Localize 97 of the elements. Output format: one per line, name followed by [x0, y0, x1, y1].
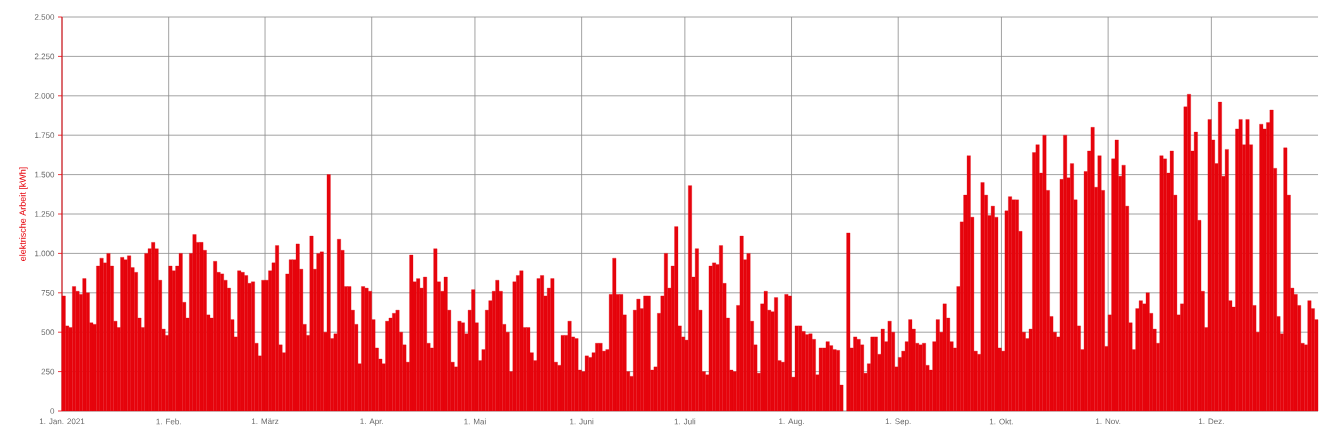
x-tick-label: 1. März — [251, 418, 279, 425]
bar — [526, 327, 531, 412]
bar — [612, 257, 617, 412]
bar — [688, 185, 692, 412]
bar — [584, 355, 589, 412]
bar — [388, 317, 393, 412]
bar — [192, 234, 197, 412]
bar — [519, 270, 524, 412]
bar — [1138, 300, 1143, 412]
bar — [808, 333, 813, 412]
bar — [309, 235, 314, 412]
bar — [443, 276, 448, 412]
bar — [695, 248, 699, 412]
bar — [1238, 119, 1243, 412]
x-tick-label: 1. Feb. — [156, 418, 181, 425]
bar — [423, 276, 427, 412]
bar — [106, 253, 111, 412]
x-tick-label: 1. Aug. — [779, 418, 804, 426]
bar — [1224, 149, 1229, 412]
x-tick-label: 1. Apr. — [360, 418, 383, 426]
bar — [433, 248, 438, 412]
bar — [178, 253, 183, 412]
bar — [1283, 147, 1288, 412]
bar — [560, 335, 565, 412]
bar — [746, 253, 751, 412]
bar — [598, 343, 603, 412]
bar — [880, 328, 885, 412]
bar — [1207, 119, 1212, 412]
bar — [1011, 199, 1016, 412]
y-tick-label: 2.500 — [34, 14, 55, 20]
bar — [966, 155, 971, 412]
bar — [1245, 119, 1250, 412]
y-tick-label: 2.000 — [34, 92, 55, 99]
bar — [887, 321, 892, 412]
y-tick-label: 1.750 — [35, 132, 55, 139]
bar — [942, 303, 947, 412]
y-tick-label: 500 — [41, 329, 55, 336]
bar — [1121, 164, 1126, 412]
bar — [550, 278, 555, 412]
bar — [935, 319, 940, 412]
x-tick-label: 1. Nov. — [1095, 418, 1121, 425]
bar — [1035, 144, 1040, 412]
bar — [763, 291, 768, 412]
x-tick-label: 1. Juni — [570, 418, 594, 425]
bar — [536, 278, 541, 412]
bar — [275, 245, 279, 412]
x-tick-label: 1. Dez. — [1198, 418, 1224, 425]
bar — [674, 226, 679, 412]
bar — [739, 235, 744, 412]
bar — [1090, 127, 1095, 412]
bar — [836, 350, 840, 412]
bar — [619, 294, 624, 412]
bar — [1159, 155, 1164, 412]
bar — [471, 289, 476, 412]
x-tick-label: 1. Okt. — [989, 418, 1013, 425]
y-tick-label: 2.250 — [34, 53, 55, 60]
bar — [1307, 300, 1312, 412]
bar — [295, 243, 300, 412]
bar — [1097, 155, 1102, 412]
y-tick-label: 1.500 — [35, 171, 55, 178]
bar — [708, 265, 713, 412]
bar — [794, 325, 799, 412]
bar — [395, 309, 400, 412]
bar — [918, 344, 923, 412]
bar — [364, 287, 369, 412]
bar — [825, 341, 830, 412]
bar — [1114, 139, 1119, 412]
y-axis-title: elektrische Arbeit [kWh] — [19, 167, 28, 261]
y-tick-label: 750 — [41, 289, 55, 296]
bar — [1145, 292, 1150, 412]
y-tick-label: 250 — [41, 368, 55, 375]
bar — [990, 205, 995, 412]
x-tick-label: 1. Mai — [464, 418, 486, 425]
bar — [774, 297, 778, 412]
bar — [832, 349, 837, 412]
bar — [347, 286, 352, 412]
bar — [1269, 109, 1274, 412]
bar — [922, 343, 926, 412]
bar — [457, 321, 462, 412]
y-tick-label: 1.000 — [35, 250, 55, 257]
x-tick-label: 1. Jan. 2021 — [39, 418, 85, 425]
y-tick-label: 0 — [50, 408, 55, 414]
bar — [567, 321, 572, 412]
bar — [1042, 135, 1047, 412]
bar — [1169, 150, 1174, 412]
bar — [574, 338, 579, 412]
bar — [846, 232, 851, 412]
bar — [409, 254, 414, 412]
bar — [980, 182, 985, 412]
x-tick-label: 1. Sep. — [885, 418, 911, 426]
bar — [818, 347, 823, 412]
bar — [251, 281, 255, 412]
bar — [99, 257, 104, 412]
bar — [288, 259, 293, 412]
y-tick-label: 1.250 — [35, 211, 55, 217]
bar — [326, 174, 331, 412]
x-tick-label: 1. Juli — [674, 418, 696, 425]
